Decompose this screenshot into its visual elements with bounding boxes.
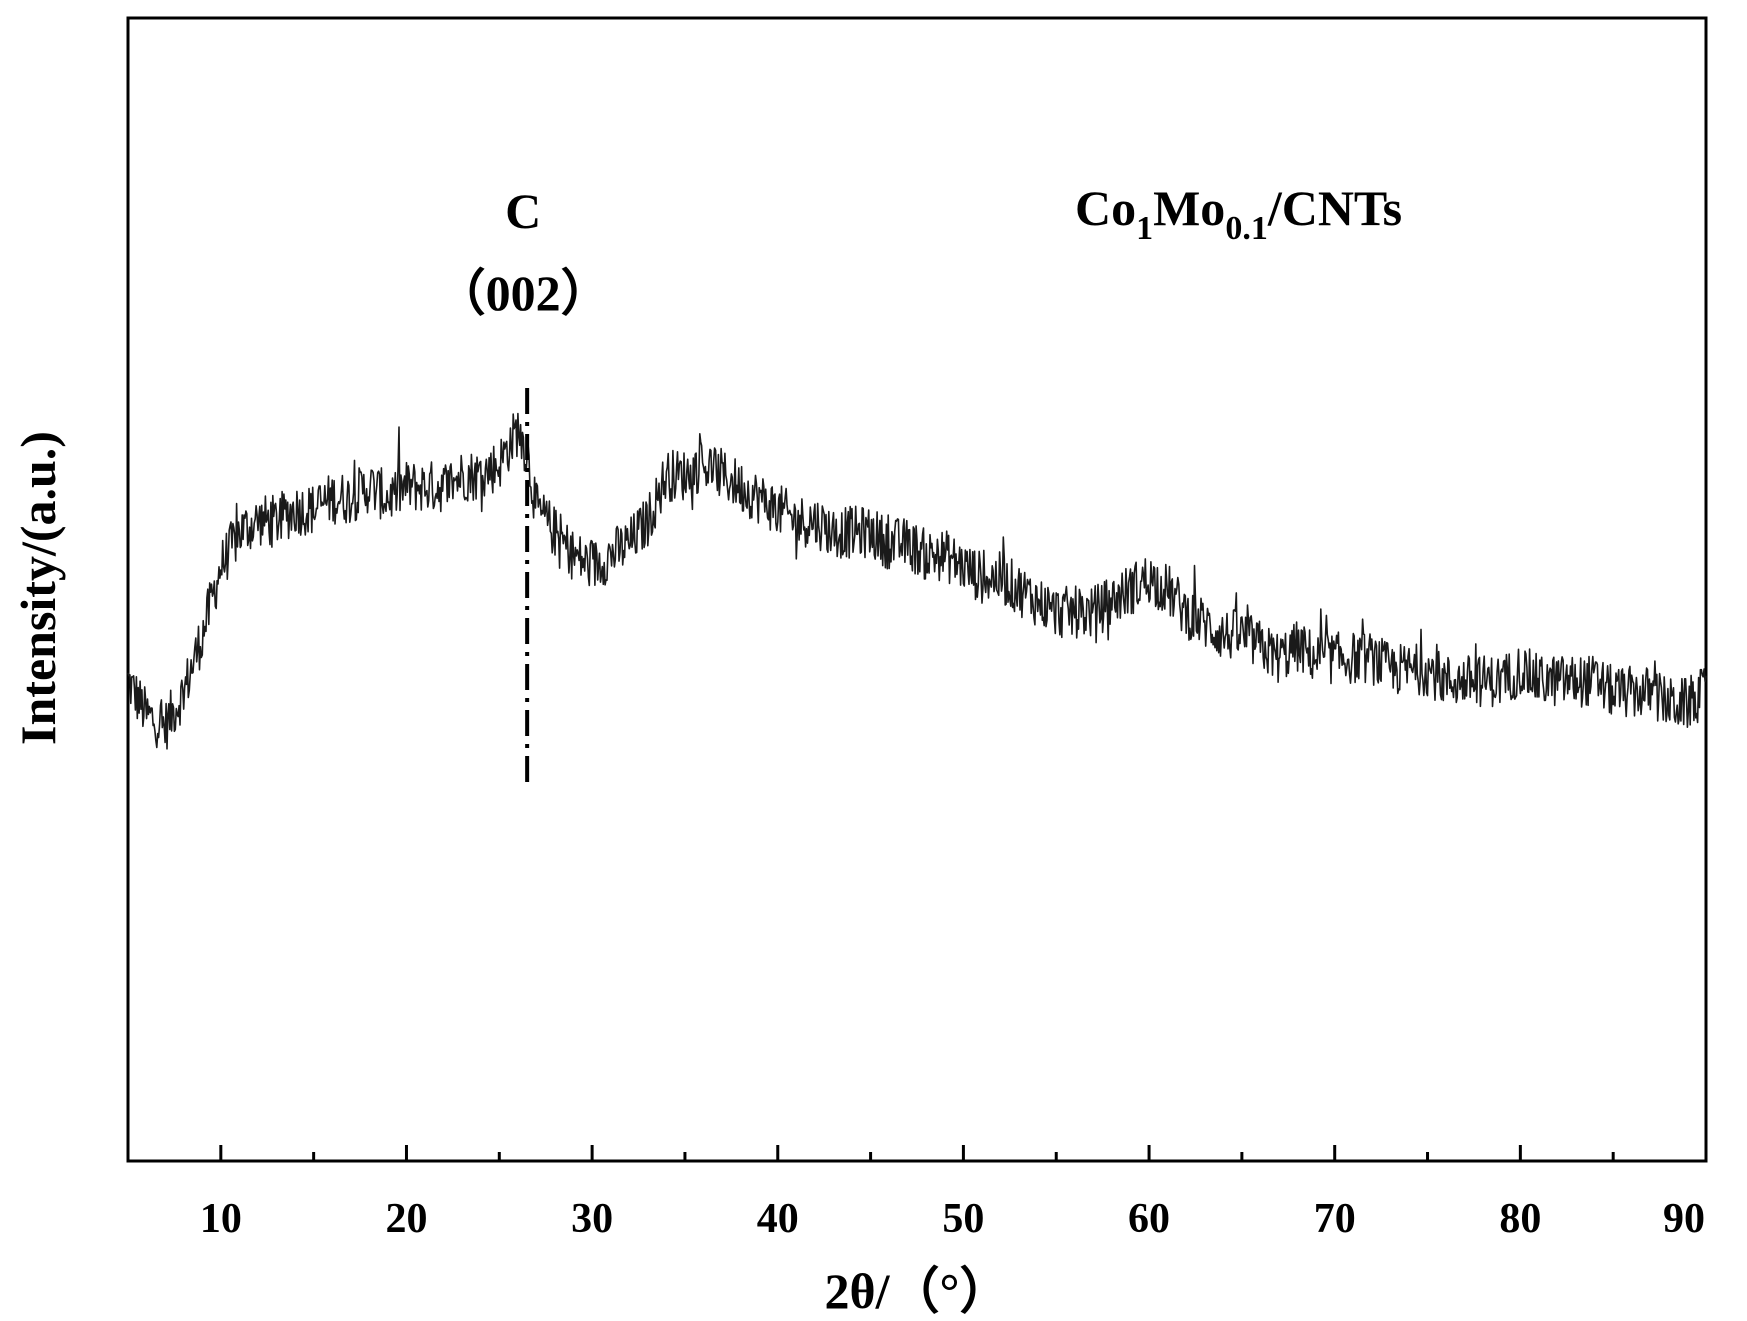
x-tick-label: 40: [757, 1196, 799, 1242]
x-tick-label: 60: [1128, 1196, 1170, 1242]
xrd-series-line: [127, 412, 1707, 750]
x-axis-title: 2θ/（°）: [825, 1263, 1010, 1319]
sample-label-tail: /CNTs: [1267, 180, 1402, 236]
x-tick-label: 80: [1499, 1196, 1541, 1242]
x-axis-tick-labels: 10 20 30 40 50 60 70 80 90: [200, 1196, 1705, 1242]
x-tick-label: 90: [1663, 1196, 1705, 1242]
x-tick-label: 50: [942, 1196, 984, 1242]
sample-label-co: Co: [1075, 180, 1136, 236]
x-tick-label: 10: [200, 1196, 242, 1242]
peak-label-index: （002）: [436, 265, 611, 321]
plot-frame-group: [126, 16, 1708, 1163]
y-axis-title: Intensity/(a.u.): [10, 431, 66, 745]
x-tick-label: 30: [571, 1196, 613, 1242]
x-axis-ticks: [219, 1145, 1708, 1161]
peak-label-element: C: [505, 183, 541, 239]
sample-label: Co1Mo0.1/CNTs: [1075, 180, 1402, 247]
x-tick-label: 20: [385, 1196, 427, 1242]
sample-label-mo: Mo: [1153, 180, 1225, 236]
sample-label-mo-sub: 0.1: [1225, 210, 1268, 247]
plot-frame: [126, 16, 1708, 1163]
x-tick-label: 70: [1314, 1196, 1356, 1242]
sample-label-co-sub: 1: [1136, 210, 1153, 247]
